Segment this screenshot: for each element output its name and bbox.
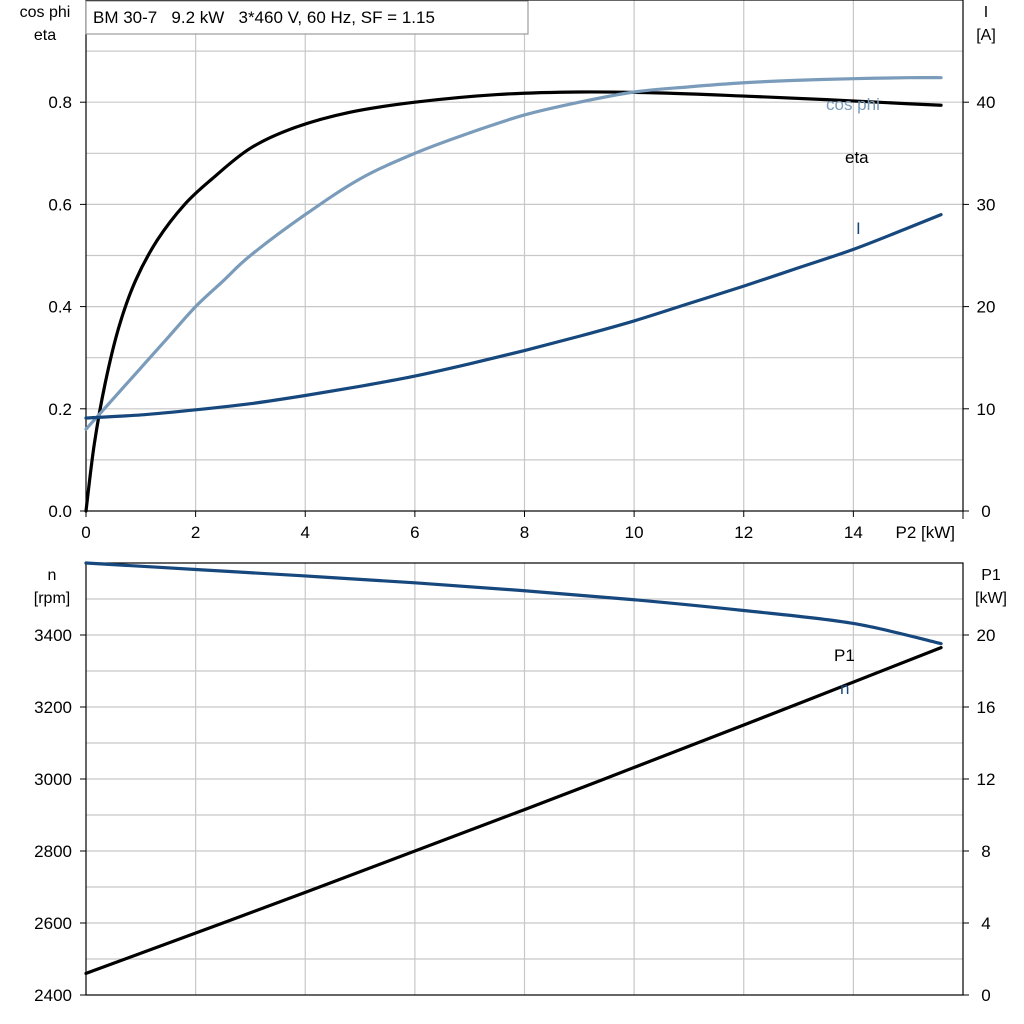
top-left-tick-label: 0.4 [48, 298, 72, 317]
bottom-left-tick-label: 3400 [34, 626, 72, 645]
top-panel: 0 2 4 6 8 10 12 14 0.0 0.2 0.4 0.6 0.8 0 10 20 30 40 co… [20, 0, 996, 542]
bottom-panel: 2400 2600 2800 3000 3200 3400 0 4 8 12 16 20 n [rp… [34, 561, 1007, 1005]
top-left-tick-label: 0.0 [48, 502, 72, 521]
bottom-left-tick-label: 2400 [34, 986, 72, 1005]
cos-phi-line [84, 75, 943, 431]
top-left-tick-label: 0.8 [48, 93, 72, 112]
bottom-gridlines [86, 563, 963, 995]
p1-line [84, 646, 943, 975]
top-left-tick-label: 0.6 [48, 195, 72, 214]
top-gridlines [86, 0, 963, 511]
bottom-left-tick-label: 2800 [34, 842, 72, 861]
top-right-tick-label: 0 [981, 502, 990, 521]
top-right-y-axis: 0 10 20 30 40 [963, 93, 995, 521]
top-right-tick-label: 20 [977, 298, 996, 317]
title-box [85, 0, 529, 35]
eta-line [84, 90, 943, 513]
top-right-tick-label: 40 [977, 93, 996, 112]
bottom-right-tick-label: 12 [977, 770, 996, 789]
bottom-left-tick-label: 3000 [34, 770, 72, 789]
bottom-right-y-axis: 0 4 8 12 16 20 [963, 626, 995, 1005]
x-tick-label: 12 [734, 523, 753, 542]
bottom-left-axis-label-line2: [rpm] [34, 590, 70, 607]
speed-line [84, 561, 943, 646]
top-right-axis-label-line2: [A] [976, 27, 996, 44]
top-left-tick-label: 0.2 [48, 400, 72, 419]
bottom-right-tick-label: 8 [981, 842, 990, 861]
bottom-left-y-axis: 2400 2600 2800 3000 3200 3400 [34, 626, 86, 1005]
bottom-right-tick-label: 4 [981, 914, 990, 933]
top-x-axis-label: P2 [kW] [895, 523, 955, 542]
x-tick-label: 8 [520, 523, 529, 542]
series-label-eta: eta [845, 148, 869, 167]
x-tick-label: 6 [410, 523, 419, 542]
x-tick-label: 10 [625, 523, 644, 542]
bottom-series-group [84, 561, 943, 975]
top-right-tick-label: 10 [977, 400, 996, 419]
chart-title: BM 30-7 9.2 kW 3*460 V, 60 Hz, SF = 1.15 [93, 8, 435, 27]
x-tick-label: 2 [191, 523, 200, 542]
top-series-group [84, 75, 943, 513]
series-label-cos-phi: cos phi [826, 95, 880, 114]
bottom-right-axis-label-line2: [kW] [975, 590, 1007, 607]
bottom-right-tick-label: 0 [981, 986, 990, 1005]
bottom-left-axis-label-line1: n [48, 567, 57, 584]
bottom-right-tick-label: 16 [977, 698, 996, 717]
series-label-current: I [856, 219, 861, 238]
top-right-tick-label: 30 [977, 195, 996, 214]
top-right-axis-label-line1: I [984, 4, 988, 21]
top-left-axis-label-line1: cos phi [20, 4, 71, 21]
bottom-right-tick-label: 20 [977, 626, 996, 645]
top-x-axis: 0 2 4 6 8 10 12 14 [81, 511, 964, 542]
bottom-left-tick-label: 3200 [34, 698, 72, 717]
current-line [84, 213, 943, 420]
x-tick-label: 4 [301, 523, 310, 542]
top-left-y-axis: 0.0 0.2 0.4 0.6 0.8 [48, 93, 86, 521]
x-tick-label: 0 [81, 523, 90, 542]
bottom-right-axis-label-line1: P1 [981, 567, 1001, 584]
series-label-p1: P1 [834, 646, 855, 665]
top-left-axis-label-line2: eta [34, 27, 56, 44]
bottom-left-tick-label: 2600 [34, 914, 72, 933]
x-tick-label: 14 [844, 523, 863, 542]
series-label-speed: n [840, 679, 849, 698]
